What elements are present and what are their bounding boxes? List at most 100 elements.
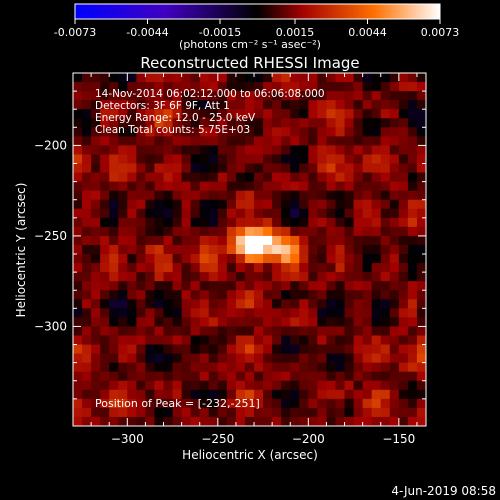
- heatmap-cell: [389, 263, 400, 273]
- heatmap-cell: [371, 244, 382, 255]
- heatmap-cell: [362, 100, 373, 110]
- heatmap-cell: [73, 199, 83, 210]
- heatmap-cell: [290, 416, 300, 426]
- heatmap-cell: [136, 416, 147, 426]
- heatmap-cell: [344, 335, 355, 346]
- heatmap-cell: [226, 299, 237, 309]
- info-line: Clean Total counts: 5.75E+03: [95, 124, 250, 136]
- heatmap-cell: [127, 244, 137, 255]
- heatmap-cell: [308, 235, 318, 246]
- heatmap-cell: [145, 326, 156, 337]
- heatmap-cell: [199, 208, 210, 219]
- heatmap-cell: [190, 100, 201, 110]
- heatmap-cell: [145, 344, 156, 355]
- heatmap-cell: [154, 73, 165, 83]
- heatmap-cell: [416, 163, 426, 174]
- heatmap-cell: [263, 217, 273, 228]
- heatmap-cell: [127, 254, 137, 264]
- heatmap-cell: [163, 299, 174, 309]
- heatmap-cell: [172, 145, 183, 156]
- heatmap-cell: [416, 317, 426, 328]
- heatmap-cell: [272, 353, 282, 364]
- heatmap-cell: [416, 308, 426, 318]
- heatmap-cell: [299, 398, 309, 409]
- heatmap-cell: [100, 344, 110, 355]
- heatmap-cell: [344, 416, 355, 426]
- heatmap-cell: [136, 208, 147, 219]
- heatmap-cell: [308, 344, 318, 355]
- heatmap-cell: [154, 380, 165, 391]
- heatmap-cell: [118, 136, 128, 147]
- heatmap-cell: [109, 136, 119, 147]
- heatmap-cell: [281, 127, 291, 137]
- peak-position-label: Position of Peak = [-232,-251]: [95, 397, 260, 410]
- heatmap-cell: [199, 398, 210, 409]
- heatmap-cell: [371, 73, 382, 83]
- heatmap-cell: [344, 244, 355, 255]
- heatmap-cell: [254, 82, 264, 92]
- heatmap-cell: [208, 91, 219, 101]
- heatmap-cell: [380, 344, 391, 355]
- heatmap-cell: [82, 326, 92, 337]
- heatmap-cell: [353, 416, 364, 426]
- heatmap-cell: [344, 272, 355, 282]
- heatmap-cell: [199, 272, 210, 282]
- heatmap-cell: [235, 272, 246, 282]
- heatmap-cell: [118, 335, 128, 346]
- heatmap-cell: [254, 181, 264, 192]
- heatmap-cell: [371, 326, 382, 337]
- heatmap-cell: [136, 290, 147, 300]
- heatmap-cell: [217, 91, 228, 101]
- heatmap-cell: [299, 235, 309, 246]
- heatmap-cell: [73, 190, 83, 201]
- heatmap-cell: [154, 362, 165, 373]
- heatmap-cell: [145, 190, 156, 201]
- heatmap-cell: [326, 308, 337, 318]
- heatmap-cell: [235, 190, 246, 201]
- heatmap-cell: [145, 109, 156, 119]
- heatmap-cell: [82, 208, 92, 219]
- y-axis-label: Heliocentric Y (arcsec): [14, 183, 28, 318]
- heatmap-cell: [281, 118, 291, 128]
- heatmap-cell: [109, 181, 119, 192]
- heatmap-cell: [254, 199, 264, 210]
- heatmap-cell: [199, 163, 210, 174]
- heatmap-cell: [254, 353, 264, 364]
- heatmap-cell: [181, 272, 192, 282]
- heatmap-cell: [181, 217, 192, 228]
- heatmap-cell: [154, 217, 165, 228]
- heatmap-cell: [199, 109, 210, 119]
- heatmap-cell: [163, 398, 174, 409]
- heatmap-cell: [272, 73, 282, 83]
- heatmap-cell: [73, 208, 83, 219]
- heatmap-cell: [272, 389, 282, 400]
- heatmap-cell: [407, 82, 418, 92]
- heatmap-cell: [362, 371, 373, 382]
- heatmap-cell: [127, 109, 137, 119]
- heatmap-cell: [199, 100, 210, 110]
- heatmap-cell: [371, 172, 382, 183]
- heatmap-cell: [181, 136, 192, 147]
- heatmap-cell: [217, 73, 228, 83]
- heatmap-cell: [217, 299, 228, 309]
- heatmap-cell: [118, 172, 128, 183]
- heatmap-cell: [91, 407, 101, 418]
- heatmap-cell: [145, 398, 156, 409]
- heatmap-cell: [235, 172, 246, 183]
- heatmap-cell: [299, 407, 309, 418]
- heatmap-cell: [226, 154, 237, 165]
- heatmap-cell: [181, 416, 192, 426]
- heatmap-cell: [145, 154, 156, 165]
- heatmap-cell: [199, 281, 210, 291]
- heatmap-cell: [344, 226, 355, 237]
- heatmap-cell: [136, 263, 147, 273]
- heatmap-cell: [118, 82, 128, 92]
- heatmap-cell: [326, 335, 337, 346]
- heatmap-cell: [362, 299, 373, 309]
- heatmap-cell: [136, 353, 147, 364]
- heatmap-cell: [344, 263, 355, 273]
- heatmap-cell: [389, 272, 400, 282]
- heatmap-cell: [416, 290, 426, 300]
- heatmap-cell: [389, 335, 400, 346]
- heatmap-cell: [272, 326, 282, 337]
